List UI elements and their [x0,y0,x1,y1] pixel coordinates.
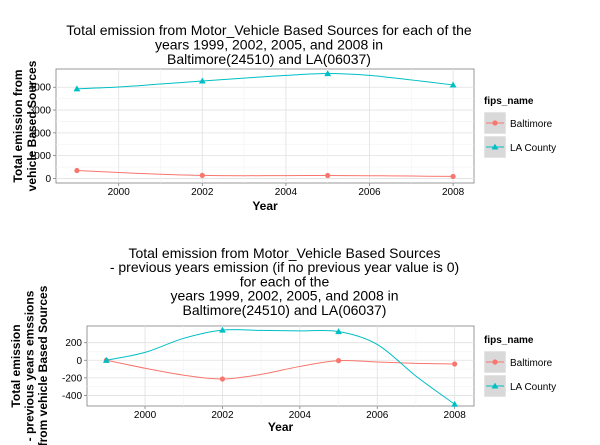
legend-title: fips_name [484,96,534,107]
data-point [450,173,456,180]
data-point [449,81,457,88]
y-tick-label: 1000 [29,151,52,162]
chart-title-line: years 1999, 2002, 2005, and 2008 in [155,37,383,53]
x-tick-label: 2004 [289,410,312,421]
x-tick-label: 2004 [275,187,298,198]
x-tick-label: 2008 [444,410,467,421]
series-line-la-county [76,73,454,90]
series-line-baltimore [76,170,454,177]
chart-title-line: Total emission from Motor_Vehicle Based … [128,245,440,261]
x-axis-label: Year [252,199,278,213]
chart-bottom: Total emission from Motor_Vehicle Based … [9,245,556,445]
y-tick-label: -400 [62,391,82,402]
x-tick-label: 2002 [191,187,214,198]
chart-title-line: Baltimore(24510) and LA(06037) [183,302,387,318]
data-point [451,400,459,407]
y-tick-label: 0 [45,174,51,185]
legend-label: LA County [510,143,556,154]
chart-title-line: Baltimore(24510) and LA(06037) [167,51,371,67]
x-tick-label: 2000 [134,410,157,421]
chart-title-line: years 1999, 2002, 2005, and 2008 in [170,288,398,304]
plot-panel [86,325,475,407]
chart-title-line: for each of the [240,273,330,289]
data-point [219,326,226,333]
data-point [74,167,80,174]
chart-title-line: Total emission from Motor_Vehicle Based … [66,22,472,38]
y-tick-label: 200 [65,338,82,349]
y-tick-label: 0 [76,356,82,367]
x-axis-label: Year [268,420,294,434]
legend-key-marker [492,359,498,365]
legend-label: Baltimore [510,358,553,369]
legend-label: Baltimore [510,119,553,130]
y-axis-label-line: from vehicle Based Sources [36,285,50,445]
y-tick-label: 2000 [29,128,52,139]
plot-panel [55,68,475,184]
legend-key-marker [491,143,499,150]
y-tick-label: 3000 [29,106,52,117]
x-tick-label: 2006 [358,187,381,198]
series-line-baltimore [106,359,455,380]
data-point [335,358,342,364]
chart-title-line: - previous years emission (if no previou… [110,259,459,275]
legend-label: LA County [510,382,556,393]
data-point [452,361,458,367]
data-point [198,77,206,84]
y-axis-label-line: Total emission [9,324,23,407]
data-point [325,172,331,179]
data-point [102,356,110,363]
data-point [73,85,81,92]
y-tick-label: -200 [62,373,82,384]
x-tick-label: 2006 [366,410,389,421]
x-tick-label: 2000 [108,187,131,198]
chart-top: Total emission from Motor_Vehicle Based … [11,22,556,213]
data-point [324,70,332,77]
legend-title: fips_name [484,335,534,346]
y-tick-label: 4000 [29,83,52,94]
y-axis-label-line: Total emission from [11,69,25,182]
legend-key-marker [492,120,498,126]
series-line-la-county [106,329,455,405]
legend-key-marker [491,382,499,389]
data-point [335,328,342,335]
data-point [199,172,205,178]
x-tick-label: 2002 [211,410,234,421]
y-axis-label-line: vehicle Based Sources [25,60,39,191]
data-point [219,376,226,382]
x-tick-label: 2008 [442,187,465,198]
y-axis-label-line: - previous years emssions [23,290,37,441]
